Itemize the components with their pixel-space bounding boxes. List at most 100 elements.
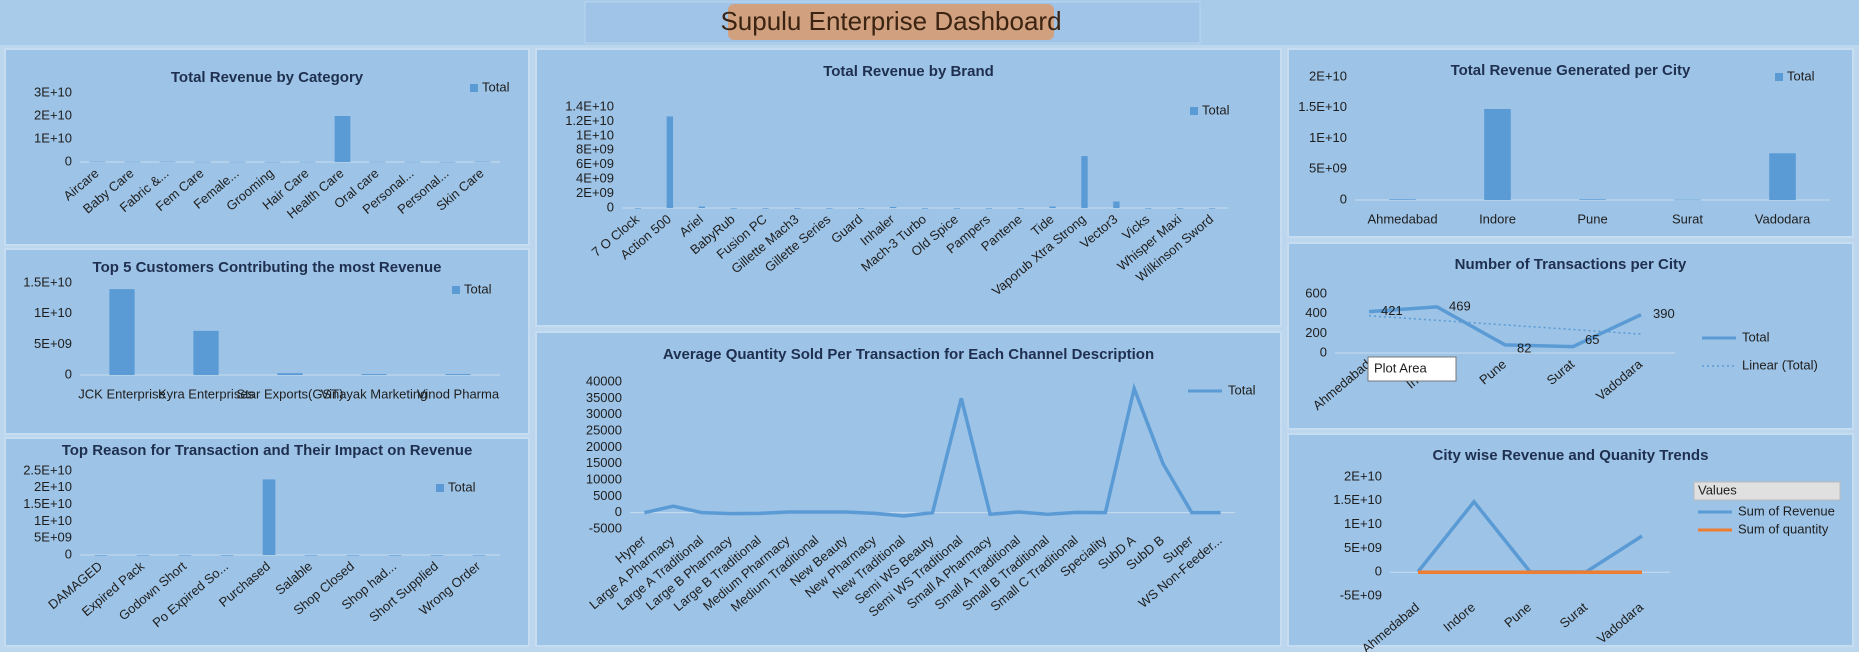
bar bbox=[109, 289, 135, 375]
x-tick-label: Vinod Pharma bbox=[417, 386, 500, 401]
bar bbox=[159, 161, 176, 163]
bar bbox=[193, 330, 219, 375]
y-tick-label: 3E+10 bbox=[34, 84, 72, 99]
bar bbox=[921, 208, 929, 209]
y-tick-label: -5000 bbox=[589, 520, 622, 535]
y-tick-label: 400 bbox=[1305, 305, 1327, 320]
legend-label: Total bbox=[1228, 382, 1256, 397]
bar bbox=[430, 555, 444, 556]
bar bbox=[1769, 153, 1796, 200]
panel bbox=[1287, 48, 1854, 238]
legend-swatch bbox=[436, 484, 444, 492]
y-tick-label: 600 bbox=[1305, 285, 1327, 300]
legend-label: Sum of Revenue bbox=[1738, 503, 1835, 518]
bar bbox=[262, 479, 276, 555]
tooltip-box bbox=[1367, 356, 1457, 382]
x-tick-label: JCK Enterprise bbox=[78, 386, 165, 401]
y-tick-label: 2E+10 bbox=[34, 107, 72, 122]
bar bbox=[334, 116, 351, 162]
bar bbox=[985, 208, 992, 209]
bar bbox=[194, 161, 211, 163]
legend-swatch bbox=[1190, 107, 1198, 115]
x-tick-label: Indore bbox=[1479, 211, 1516, 226]
bar bbox=[858, 208, 865, 209]
bar bbox=[346, 555, 360, 556]
panel bbox=[1287, 433, 1854, 647]
bar bbox=[277, 373, 303, 375]
y-tick-label: 1E+10 bbox=[34, 513, 72, 528]
bar bbox=[472, 555, 486, 556]
y-tick-label: 30000 bbox=[586, 406, 622, 421]
panel bbox=[535, 48, 1282, 327]
legend-label: Total bbox=[1742, 329, 1770, 344]
legend-swatch bbox=[1775, 73, 1783, 81]
bar bbox=[1017, 208, 1024, 209]
y-tick-label: 0 bbox=[65, 546, 72, 561]
legend-title-box bbox=[1693, 481, 1841, 501]
bar bbox=[794, 208, 801, 209]
y-tick-label: 2.5E+10 bbox=[23, 462, 72, 477]
x-tick-label: Star Exports(GST) bbox=[237, 386, 344, 401]
bar bbox=[1145, 208, 1152, 209]
bar bbox=[445, 374, 471, 375]
bar bbox=[369, 161, 386, 163]
data-label: 82 bbox=[1517, 340, 1531, 355]
y-tick-label: 1.5E+10 bbox=[1298, 99, 1347, 114]
chart-title: Top 5 Customers Contributing the most Re… bbox=[93, 259, 442, 276]
y-tick-label: 1E+10 bbox=[1309, 130, 1347, 145]
bar bbox=[698, 206, 705, 208]
bar bbox=[474, 161, 491, 163]
chart-title: Total Revenue Generated per City bbox=[1451, 62, 1691, 79]
bar bbox=[634, 208, 642, 209]
chart-title: Number of Transactions per City bbox=[1455, 256, 1687, 273]
y-tick-label: 0 bbox=[607, 199, 614, 214]
bar bbox=[361, 374, 387, 375]
bar bbox=[826, 208, 833, 209]
bar bbox=[1389, 199, 1416, 200]
y-tick-label: 4E+09 bbox=[576, 171, 614, 186]
legend-label: Total bbox=[482, 79, 510, 94]
bar bbox=[1674, 199, 1701, 201]
y-tick-label: 6E+09 bbox=[576, 156, 614, 171]
line bbox=[644, 382, 1221, 518]
bar bbox=[404, 161, 421, 163]
y-tick-label: 1E+10 bbox=[1344, 516, 1382, 531]
chart-title: City wise Revenue and Quanity Trends bbox=[1433, 447, 1709, 464]
bar bbox=[666, 116, 674, 208]
y-tick-label: 1E+10 bbox=[34, 130, 72, 145]
bar bbox=[299, 161, 316, 163]
y-tick-label: 2E+10 bbox=[1344, 468, 1382, 483]
bar bbox=[1484, 108, 1511, 200]
y-tick-label: 2E+09 bbox=[576, 185, 614, 200]
y-tick-label: 0 bbox=[1375, 564, 1382, 579]
y-tick-label: 0 bbox=[65, 366, 72, 381]
y-tick-label: 1.5E+10 bbox=[23, 274, 72, 289]
y-tick-label: 5000 bbox=[593, 488, 622, 503]
y-tick-label: 15000 bbox=[586, 455, 622, 470]
legend-swatch bbox=[452, 286, 460, 294]
y-tick-label: 10000 bbox=[586, 471, 622, 486]
bar bbox=[89, 161, 106, 163]
bar bbox=[730, 208, 737, 209]
x-tick-label: Vadodara bbox=[1755, 211, 1811, 226]
bar bbox=[229, 161, 246, 163]
chart-title: Total Revenue by Category bbox=[171, 69, 364, 86]
chart-title: Top Reason for Transaction and Their Imp… bbox=[62, 442, 473, 459]
y-tick-label: 0 bbox=[615, 504, 622, 519]
bar bbox=[178, 555, 192, 556]
bar bbox=[136, 555, 150, 556]
y-tick-label: 1.4E+10 bbox=[565, 98, 614, 113]
y-tick-label: 5E+09 bbox=[1309, 161, 1347, 176]
legend-label: Total bbox=[1787, 68, 1815, 83]
y-tick-label: 0 bbox=[1320, 344, 1327, 359]
y-tick-label: 0 bbox=[65, 153, 72, 168]
bar bbox=[388, 555, 402, 556]
legend-label: Linear (Total) bbox=[1742, 357, 1818, 372]
bar bbox=[94, 555, 108, 556]
y-tick-label: 2E+10 bbox=[1309, 68, 1347, 83]
bar bbox=[124, 161, 141, 163]
tooltip: Plot Area bbox=[1374, 360, 1428, 375]
title-glow bbox=[728, 4, 1054, 40]
